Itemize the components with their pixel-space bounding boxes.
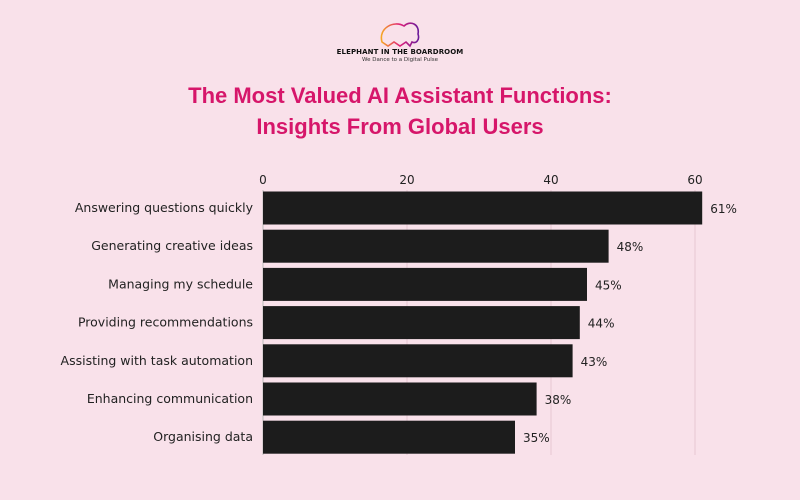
title-line-2: Insights From Global Users <box>256 114 544 139</box>
category-label: Answering questions quickly <box>75 200 254 215</box>
elephant-logo-icon <box>380 22 420 48</box>
x-tick-label: 60 <box>687 173 702 187</box>
data-label: 61% <box>710 202 737 216</box>
category-label: Assisting with task automation <box>61 353 253 368</box>
bar <box>263 306 580 340</box>
bar <box>263 382 537 416</box>
data-label: 43% <box>581 355 608 369</box>
title-line-1: The Most Valued AI Assistant Functions: <box>188 83 612 108</box>
bar <box>263 191 703 225</box>
x-tick-label: 40 <box>543 173 558 187</box>
x-tick-label: 0 <box>259 173 267 187</box>
data-label: 35% <box>523 431 550 445</box>
category-label: Organising data <box>153 429 253 444</box>
category-label: Generating creative ideas <box>91 238 253 253</box>
logo: ELEPHANT IN THE BOARDROOM We Dance to a … <box>300 20 500 70</box>
bar <box>263 344 573 378</box>
category-label: Providing recommendations <box>78 315 253 330</box>
chart-title: The Most Valued AI Assistant Functions: … <box>0 80 800 142</box>
data-label: 48% <box>617 240 644 254</box>
category-label: Enhancing communication <box>87 391 253 406</box>
category-label: Managing my schedule <box>108 276 253 291</box>
logo-name: ELEPHANT IN THE BOARDROOM <box>336 48 464 56</box>
bar <box>263 420 515 454</box>
bar <box>263 229 609 263</box>
bar <box>263 267 587 301</box>
x-tick-label: 20 <box>399 173 414 187</box>
logo-tagline: We Dance to a Digital Pulse <box>362 57 438 63</box>
data-label: 45% <box>595 278 622 292</box>
data-label: 44% <box>588 317 615 331</box>
data-label: 38% <box>545 393 572 407</box>
